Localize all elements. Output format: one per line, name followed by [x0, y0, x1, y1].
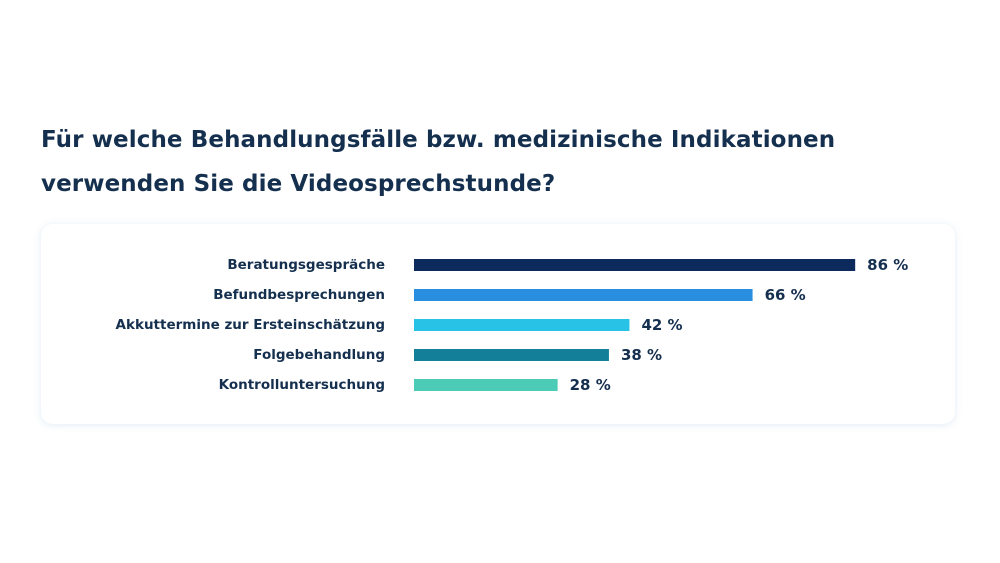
category-label: Akkuttermine zur Ersteinschätzung: [116, 317, 385, 333]
bar: [414, 379, 558, 391]
value-label: 42 %: [641, 316, 682, 334]
category-label: Folgebehandlung: [253, 347, 385, 363]
chart-title: Für welche Behandlungsfälle bzw. medizin…: [41, 127, 836, 197]
value-label: 28 %: [570, 376, 611, 394]
value-label: 38 %: [621, 346, 662, 364]
bar: [414, 289, 753, 301]
bar: [414, 319, 630, 331]
bar: [414, 259, 856, 271]
bar: [414, 349, 609, 361]
chart-card: Beratungsgespräche 86 % Befundbesprechunge…: [41, 224, 955, 424]
category-label: Beratungsgespräche: [227, 257, 385, 273]
value-label: 86 %: [867, 256, 908, 274]
value-label: 66 %: [765, 286, 806, 304]
category-label: Befundbesprechungen: [213, 287, 385, 303]
category-label: Kontrolluntersuchung: [219, 377, 385, 393]
bar-chart: Beratungsgespräche 86 % Befundbesprechunge…: [116, 256, 909, 394]
